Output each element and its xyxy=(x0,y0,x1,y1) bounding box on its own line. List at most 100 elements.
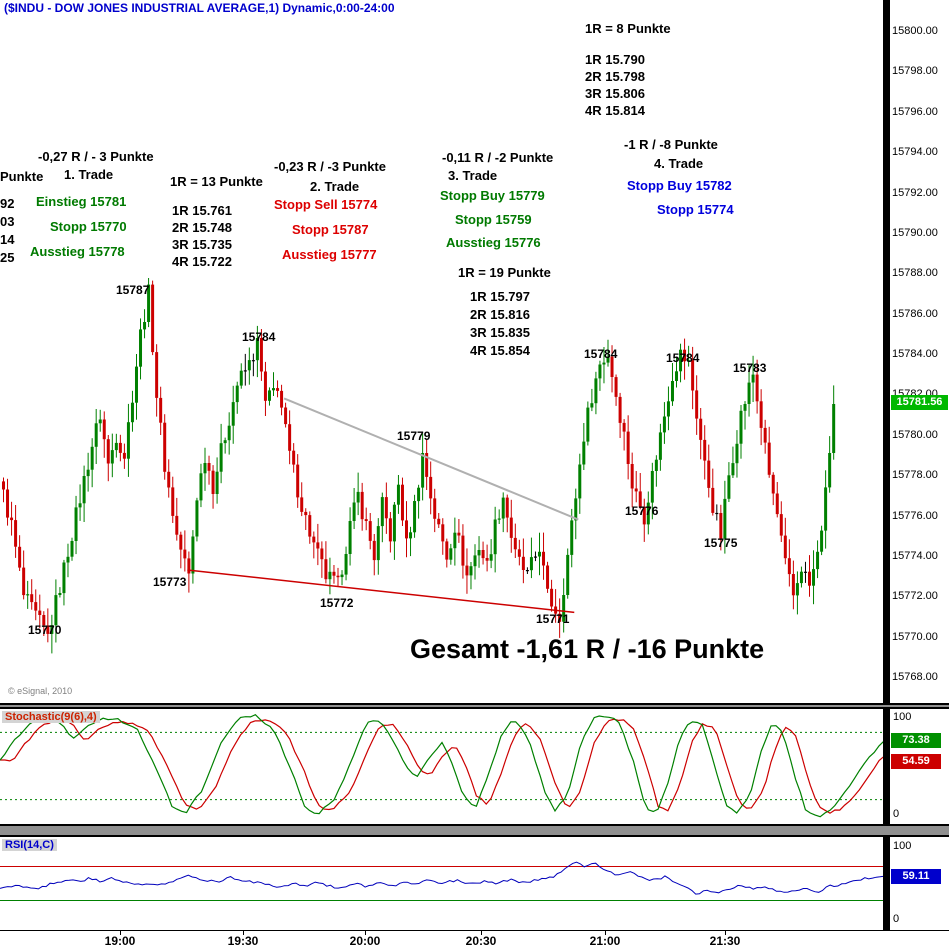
time-tick xyxy=(243,931,244,935)
price-axis-label: 15798.00 xyxy=(892,65,938,78)
candle-body xyxy=(650,471,654,503)
candle-body xyxy=(392,504,396,542)
candle-body xyxy=(767,442,771,475)
price-axis-label: 15792.00 xyxy=(892,186,938,199)
candle-body xyxy=(590,403,594,408)
candle-body xyxy=(118,442,122,453)
candle-body xyxy=(94,423,98,447)
candle-body xyxy=(711,487,715,513)
candle-body xyxy=(570,520,574,555)
candle-body xyxy=(529,557,533,571)
candle-body xyxy=(763,427,767,443)
candle-body xyxy=(775,493,779,515)
candle-body xyxy=(308,515,312,537)
candle-body xyxy=(98,419,102,424)
panel-splitter-2[interactable] xyxy=(0,824,949,837)
candle-body xyxy=(799,571,803,584)
candle-body xyxy=(364,519,368,521)
candle-body xyxy=(380,497,384,527)
candle-body xyxy=(26,594,30,596)
rsi-line xyxy=(0,861,884,895)
candle-body xyxy=(505,497,509,518)
candle-body xyxy=(812,569,816,586)
candle-body xyxy=(824,487,828,531)
stochastic-chart[interactable] xyxy=(0,709,884,824)
candle-body xyxy=(751,374,755,383)
candle-body xyxy=(163,422,167,472)
trendline[interactable] xyxy=(283,397,579,521)
time-label: 19:00 xyxy=(104,934,136,948)
candle-body xyxy=(634,488,638,492)
candle-body xyxy=(280,390,284,408)
stochastic-panel-scroll-strip[interactable] xyxy=(883,709,890,824)
price-axis-label: 15780.00 xyxy=(892,428,938,441)
main-price-chart[interactable] xyxy=(0,0,884,703)
candle-body xyxy=(376,526,380,561)
panel-splitter-1[interactable] xyxy=(0,703,949,709)
candle-body xyxy=(533,556,537,558)
candle-body xyxy=(783,535,787,559)
candle-body xyxy=(288,424,292,451)
candle-body xyxy=(183,549,187,559)
candle-body xyxy=(259,338,263,372)
candle-body xyxy=(743,404,747,411)
candle-body xyxy=(50,625,54,634)
trendline[interactable] xyxy=(187,569,575,614)
candle-body xyxy=(187,558,191,574)
candle-body xyxy=(207,463,211,471)
candle-body xyxy=(546,565,550,589)
candle-body xyxy=(537,551,541,557)
candle-body xyxy=(614,377,618,397)
candle-body xyxy=(433,498,437,519)
candle-body xyxy=(513,537,517,550)
candle-body xyxy=(417,487,421,502)
candle-body xyxy=(626,431,630,464)
candle-body xyxy=(679,349,683,372)
candle-body xyxy=(203,463,207,474)
candle-body xyxy=(715,512,719,515)
candle-body xyxy=(662,416,666,433)
candle-body xyxy=(606,356,610,363)
rsi-chart[interactable] xyxy=(0,837,884,930)
candle-body xyxy=(134,366,138,403)
rsi-panel-scroll-strip[interactable] xyxy=(883,837,890,930)
candle-body xyxy=(195,500,199,537)
time-axis[interactable]: 19:00 19:30 20:00 20:30 21:00 21:30 xyxy=(0,931,949,948)
candle-body xyxy=(421,453,425,488)
price-axis[interactable]: 15800.00 15798.00 15796.00 15794.00 15792.00… xyxy=(890,0,949,703)
candle-body xyxy=(292,450,296,465)
candle-body xyxy=(525,570,529,572)
candle-body xyxy=(219,443,223,472)
candle-body xyxy=(296,464,300,498)
price-axis-label: 15788.00 xyxy=(892,267,938,280)
candle-body xyxy=(46,625,50,634)
candle-body xyxy=(687,360,691,362)
candle-body xyxy=(344,554,348,575)
candle-body xyxy=(235,385,239,403)
candle-body xyxy=(348,521,352,554)
candle-body xyxy=(703,439,707,461)
candle-body xyxy=(368,521,372,541)
stochastic-k-badge: 73.38 xyxy=(891,732,941,748)
candle-body xyxy=(102,419,106,440)
candle-body xyxy=(332,571,336,576)
candle-body xyxy=(683,349,687,362)
candle-body xyxy=(70,541,74,557)
candle-body xyxy=(586,407,590,442)
candle-body xyxy=(723,498,727,539)
candle-body xyxy=(481,550,485,559)
candle-body xyxy=(558,613,562,622)
candle-body xyxy=(695,390,699,419)
last-price-badge: 15781.56 xyxy=(891,395,948,411)
candle-body xyxy=(272,388,276,391)
candle-body xyxy=(336,575,340,578)
candle-body xyxy=(735,443,739,464)
candle-body xyxy=(594,378,598,404)
candle-body xyxy=(803,571,807,573)
candle-body xyxy=(642,506,646,525)
candle-body xyxy=(699,418,703,440)
candle-body xyxy=(675,371,679,381)
candle-body xyxy=(267,390,271,401)
main-panel-scroll-strip[interactable] xyxy=(883,0,890,703)
candle-body xyxy=(497,518,501,520)
